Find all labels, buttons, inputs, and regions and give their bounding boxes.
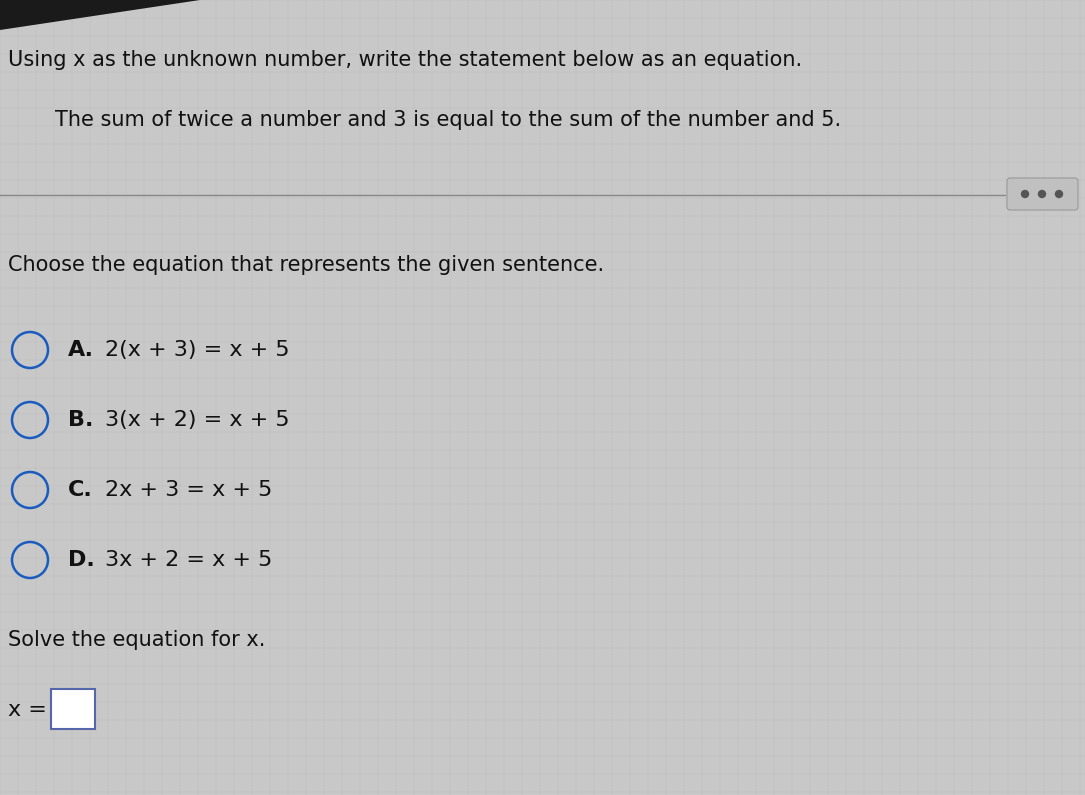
Circle shape [1021,191,1029,197]
Text: A.: A. [68,340,94,360]
Circle shape [1056,191,1062,197]
Text: x =: x = [8,700,47,720]
Text: 2(x + 3) = x + 5: 2(x + 3) = x + 5 [105,340,290,360]
Text: 3(x + 2) = x + 5: 3(x + 2) = x + 5 [105,410,290,430]
FancyBboxPatch shape [1007,178,1078,210]
Text: Choose the equation that represents the given sentence.: Choose the equation that represents the … [8,255,604,275]
Text: 2x + 3 = x + 5: 2x + 3 = x + 5 [105,480,272,500]
FancyBboxPatch shape [51,689,95,729]
Text: C.: C. [68,480,92,500]
Text: B.: B. [68,410,93,430]
Text: 3x + 2 = x + 5: 3x + 2 = x + 5 [105,550,272,570]
Polygon shape [0,0,200,30]
Circle shape [1038,191,1046,197]
Text: Solve the equation for x.: Solve the equation for x. [8,630,266,650]
Text: Using x as the unknown number, write the statement below as an equation.: Using x as the unknown number, write the… [8,50,802,70]
Text: The sum of twice a number and 3 is equal to the sum of the number and 5.: The sum of twice a number and 3 is equal… [55,110,841,130]
Text: D.: D. [68,550,94,570]
